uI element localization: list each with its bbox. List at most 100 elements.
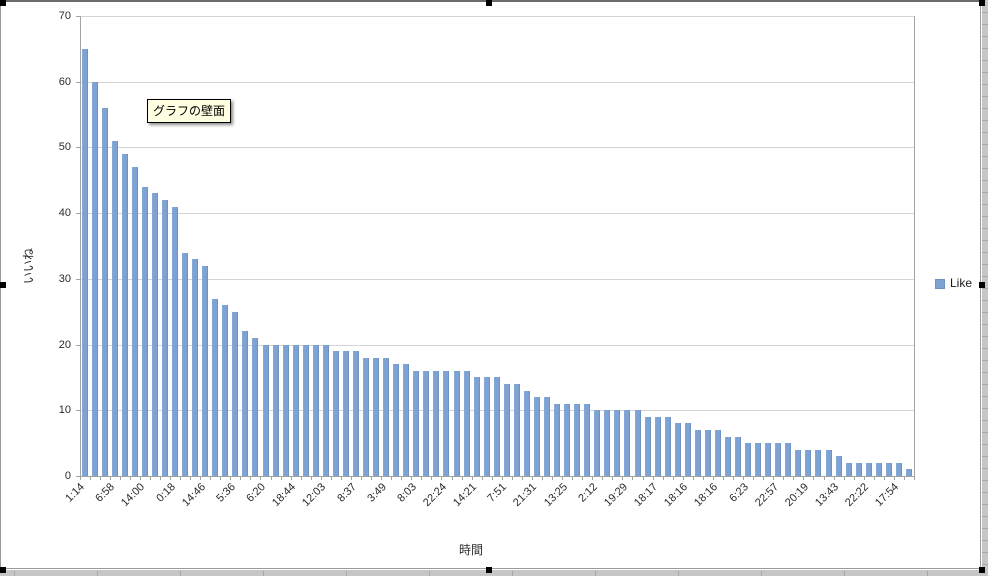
selection-handle[interactable] bbox=[486, 567, 492, 573]
bar[interactable] bbox=[624, 410, 631, 476]
selection-handle[interactable] bbox=[0, 0, 6, 6]
bar[interactable] bbox=[363, 357, 370, 476]
bar[interactable] bbox=[735, 436, 742, 476]
bar[interactable] bbox=[644, 416, 651, 476]
x-axis-tick bbox=[773, 476, 775, 480]
bar[interactable] bbox=[815, 449, 822, 476]
selection-handle[interactable] bbox=[979, 0, 985, 6]
bar[interactable] bbox=[242, 331, 249, 476]
bar[interactable] bbox=[554, 403, 561, 476]
bar[interactable] bbox=[453, 370, 460, 476]
bar[interactable] bbox=[664, 416, 671, 476]
bar[interactable] bbox=[885, 462, 892, 476]
bar[interactable] bbox=[262, 344, 269, 476]
bar[interactable] bbox=[765, 443, 772, 476]
bar[interactable] bbox=[835, 456, 842, 476]
bar[interactable] bbox=[332, 351, 339, 476]
bar[interactable] bbox=[91, 81, 98, 476]
bar[interactable] bbox=[654, 416, 661, 476]
bar[interactable] bbox=[594, 410, 601, 476]
bar[interactable] bbox=[523, 390, 530, 476]
x-axis-tick bbox=[853, 476, 855, 480]
x-axis-title[interactable]: 時間 bbox=[458, 543, 483, 557]
bar[interactable] bbox=[755, 443, 762, 476]
bar[interactable] bbox=[614, 410, 621, 476]
bar[interactable] bbox=[182, 252, 189, 476]
bar[interactable] bbox=[745, 443, 752, 476]
bar[interactable] bbox=[584, 403, 591, 476]
bar[interactable] bbox=[192, 259, 199, 476]
bar[interactable] bbox=[373, 357, 380, 476]
bar[interactable] bbox=[151, 193, 158, 476]
bar[interactable] bbox=[352, 351, 359, 476]
x-axis-tick bbox=[300, 476, 302, 480]
bar[interactable] bbox=[564, 403, 571, 476]
bar[interactable] bbox=[121, 154, 128, 476]
bar[interactable] bbox=[574, 403, 581, 476]
bar[interactable] bbox=[141, 186, 148, 476]
bar[interactable] bbox=[292, 344, 299, 476]
legend[interactable]: Like bbox=[935, 277, 972, 290]
bar[interactable] bbox=[272, 344, 279, 476]
selection-handle[interactable] bbox=[0, 567, 6, 573]
x-axis-tick bbox=[109, 476, 111, 480]
bar[interactable] bbox=[724, 436, 731, 476]
bar[interactable] bbox=[865, 462, 872, 476]
bar[interactable] bbox=[443, 370, 450, 476]
bar[interactable] bbox=[202, 265, 209, 476]
bar[interactable] bbox=[674, 423, 681, 476]
bar[interactable] bbox=[714, 430, 721, 476]
bar[interactable] bbox=[111, 140, 118, 476]
bar[interactable] bbox=[413, 370, 420, 476]
bar[interactable] bbox=[684, 423, 691, 476]
bar[interactable] bbox=[302, 344, 309, 476]
bar[interactable] bbox=[855, 462, 862, 476]
bar[interactable] bbox=[533, 397, 540, 476]
bar[interactable] bbox=[131, 167, 138, 476]
bar[interactable] bbox=[282, 344, 289, 476]
bar[interactable] bbox=[694, 430, 701, 476]
bar[interactable] bbox=[433, 370, 440, 476]
bar[interactable] bbox=[222, 305, 229, 476]
bar[interactable] bbox=[604, 410, 611, 476]
x-axis-tick bbox=[702, 476, 704, 480]
bar[interactable] bbox=[463, 370, 470, 476]
bar[interactable] bbox=[795, 449, 802, 476]
bar[interactable] bbox=[895, 462, 902, 476]
bar[interactable] bbox=[101, 108, 108, 476]
y-axis-title[interactable]: いいね bbox=[21, 247, 36, 285]
selection-handle[interactable] bbox=[979, 282, 985, 288]
bar[interactable] bbox=[785, 443, 792, 476]
bar[interactable] bbox=[383, 357, 390, 476]
bar[interactable] bbox=[312, 344, 319, 476]
bar[interactable] bbox=[81, 48, 88, 476]
bar[interactable] bbox=[875, 462, 882, 476]
bar[interactable] bbox=[493, 377, 500, 476]
bar[interactable] bbox=[322, 344, 329, 476]
bar[interactable] bbox=[473, 377, 480, 476]
bar[interactable] bbox=[704, 430, 711, 476]
bar[interactable] bbox=[775, 443, 782, 476]
bar[interactable] bbox=[161, 200, 168, 476]
bar[interactable] bbox=[905, 469, 912, 476]
bar[interactable] bbox=[172, 206, 178, 476]
bar[interactable] bbox=[423, 370, 430, 476]
bar[interactable] bbox=[634, 410, 641, 476]
bar[interactable] bbox=[403, 364, 410, 476]
bar[interactable] bbox=[805, 449, 812, 476]
bar[interactable] bbox=[393, 364, 400, 476]
bar[interactable] bbox=[342, 351, 349, 476]
bar[interactable] bbox=[503, 384, 510, 476]
bar[interactable] bbox=[544, 397, 551, 476]
bar[interactable] bbox=[252, 338, 259, 476]
selection-handle[interactable] bbox=[0, 282, 6, 288]
bar[interactable] bbox=[483, 377, 490, 476]
selection-handle[interactable] bbox=[486, 0, 492, 6]
bar[interactable] bbox=[513, 384, 520, 476]
bar[interactable] bbox=[845, 462, 852, 476]
bar[interactable] bbox=[232, 311, 239, 476]
bar[interactable] bbox=[212, 298, 219, 476]
bar[interactable] bbox=[825, 449, 832, 476]
selection-handle[interactable] bbox=[979, 567, 985, 573]
